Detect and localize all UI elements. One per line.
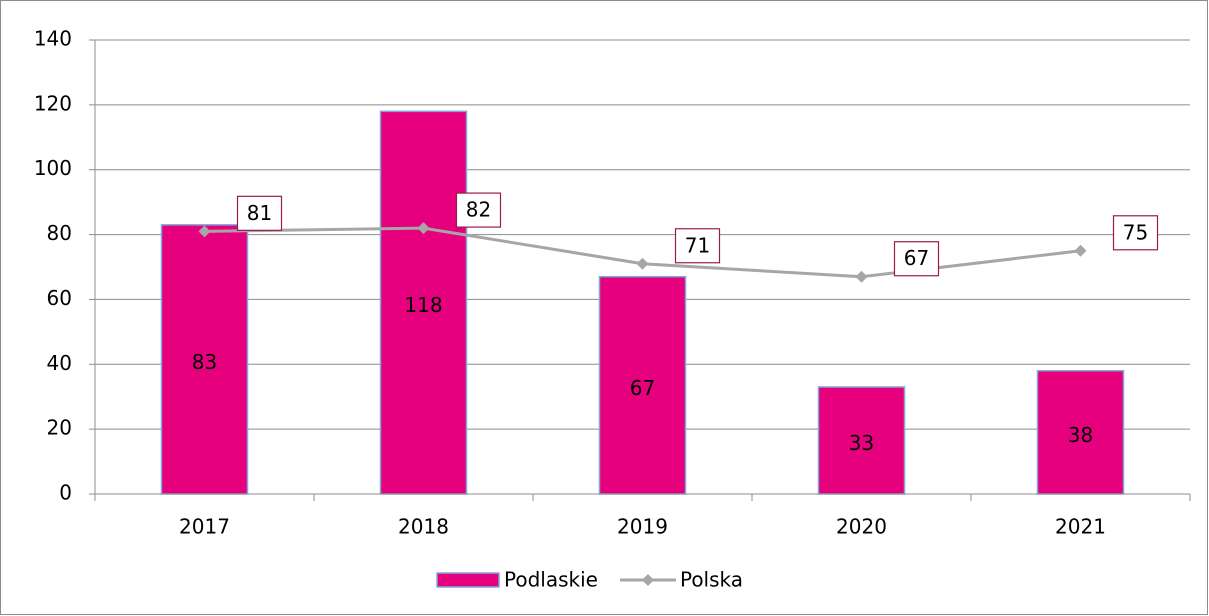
bar	[817, 386, 906, 495]
line-marker	[417, 222, 430, 235]
bar	[160, 224, 249, 495]
line-marker	[198, 225, 211, 238]
value-label-box	[455, 192, 502, 228]
value-label-box	[236, 195, 283, 231]
legend-swatch	[436, 572, 500, 588]
y-tick-label: 100	[34, 156, 72, 180]
y-tick-label: 140	[34, 27, 72, 51]
line-value-label: 67	[904, 246, 929, 270]
legend-label: Polska	[680, 568, 743, 592]
y-tick-label: 120	[34, 91, 72, 115]
bar-value-label: 67	[630, 376, 655, 400]
value-label-box	[893, 241, 940, 277]
bar-value-label: 33	[849, 431, 874, 455]
line-marker	[855, 270, 868, 283]
x-tick-label: 2019	[617, 515, 668, 539]
line-value-label: 71	[685, 233, 710, 257]
legend-label: Podlaskie	[504, 568, 598, 592]
y-tick-label: 40	[47, 351, 72, 375]
y-tick-label: 60	[47, 286, 72, 310]
bar	[379, 110, 468, 495]
line-marker	[636, 257, 649, 270]
y-tick-label: 80	[47, 221, 72, 245]
bar	[1036, 370, 1125, 495]
line-value-label: 82	[466, 198, 491, 222]
line-marker	[1074, 244, 1087, 257]
x-tick-label: 2020	[836, 515, 887, 539]
value-label-box	[1112, 215, 1159, 251]
x-tick-label: 2017	[179, 515, 230, 539]
x-tick-label: 2021	[1055, 515, 1106, 539]
bar-value-label: 83	[192, 350, 217, 374]
bar	[598, 275, 687, 495]
x-tick-label: 2018	[398, 515, 449, 539]
value-label-box	[674, 228, 721, 264]
line-value-label: 81	[247, 201, 272, 225]
legend-marker	[641, 574, 654, 586]
line-value-label: 75	[1123, 220, 1148, 244]
bar-value-label: 118	[404, 293, 442, 317]
y-tick-label: 0	[59, 481, 72, 505]
y-tick-label: 20	[47, 416, 72, 440]
bar-value-label: 38	[1068, 423, 1093, 447]
